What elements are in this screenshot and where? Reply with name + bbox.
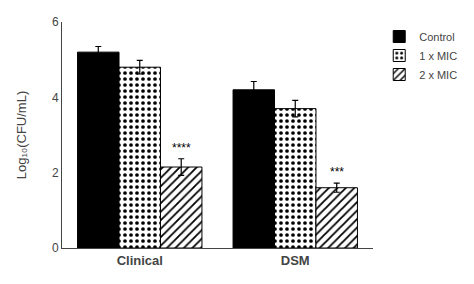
svg-text:***: ***: [330, 165, 344, 179]
svg-text:4: 4: [52, 91, 59, 105]
svg-text:Control: Control: [419, 31, 454, 43]
svg-text:0: 0: [52, 241, 59, 255]
svg-text:2: 2: [52, 166, 59, 180]
svg-text:6: 6: [52, 15, 59, 29]
svg-text:1 x MIC: 1 x MIC: [419, 50, 457, 62]
svg-text:Clinical: Clinical: [117, 253, 163, 268]
svg-text:Log₁₀(CFU/mL): Log₁₀(CFU/mL): [14, 91, 29, 180]
svg-text:****: ****: [172, 141, 191, 155]
svg-text:2 x MIC: 2 x MIC: [419, 69, 457, 81]
svg-text:DSM: DSM: [281, 253, 310, 268]
